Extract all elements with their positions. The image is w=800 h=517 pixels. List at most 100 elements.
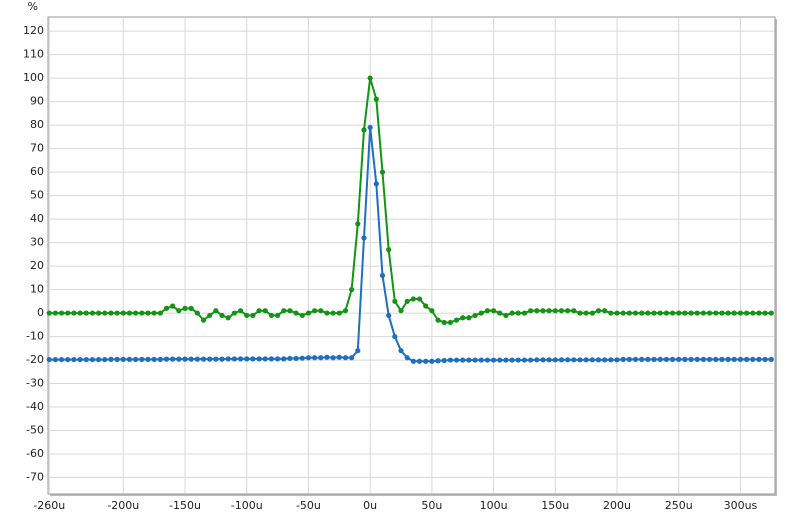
x-tick-label: 300us — [724, 499, 758, 512]
data-point — [200, 356, 207, 362]
data-point — [731, 356, 737, 362]
data-point — [534, 357, 540, 363]
x-tick-label: -200u — [107, 499, 139, 512]
data-point — [379, 272, 386, 279]
data-point — [595, 308, 602, 314]
data-point — [503, 357, 509, 363]
data-point — [299, 355, 305, 361]
data-point — [305, 355, 312, 361]
data-point — [558, 308, 565, 314]
y-tick-label: -20 — [26, 353, 44, 366]
data-point — [102, 310, 108, 316]
data-point — [503, 312, 509, 319]
data-point — [336, 354, 342, 360]
y-tick-label: -40 — [26, 400, 44, 413]
x-tick-label: 150u — [541, 499, 569, 512]
data-point — [133, 310, 139, 316]
data-point — [268, 356, 275, 362]
data-point — [595, 357, 602, 363]
y-tick-label: 30 — [30, 236, 44, 249]
data-point — [367, 75, 373, 81]
data-point — [237, 308, 244, 314]
data-point — [145, 310, 151, 316]
x-tick-label: -260u — [33, 499, 65, 512]
data-point — [602, 308, 608, 314]
data-point — [676, 356, 682, 362]
data-point — [688, 310, 694, 316]
data-point — [429, 308, 435, 314]
data-point — [305, 310, 312, 316]
data-point — [213, 308, 219, 314]
data-point — [706, 356, 713, 362]
data-point — [58, 356, 65, 363]
y-tick-label: -30 — [26, 377, 44, 390]
x-tick-label: -100u — [231, 499, 263, 512]
data-point — [416, 358, 423, 364]
data-point — [373, 96, 379, 102]
data-point — [126, 356, 133, 362]
data-point — [657, 356, 663, 362]
data-point — [441, 357, 447, 364]
data-point — [639, 310, 645, 316]
data-point — [608, 357, 614, 363]
x-tick-label: 250u — [665, 499, 693, 512]
data-point — [534, 308, 540, 314]
data-point — [682, 356, 688, 362]
data-point — [324, 354, 330, 360]
data-point — [614, 357, 620, 363]
data-point — [478, 357, 484, 363]
data-point — [299, 312, 305, 319]
y-tick-label: 90 — [30, 95, 44, 108]
data-point — [342, 308, 349, 314]
data-point — [108, 356, 114, 362]
series-line — [49, 77, 772, 324]
data-point — [441, 319, 447, 326]
data-point — [497, 310, 503, 316]
data-point — [312, 308, 318, 314]
data-point — [589, 310, 595, 316]
data-point — [466, 357, 472, 363]
data-point — [490, 357, 497, 363]
data-point — [207, 356, 213, 362]
data-point — [565, 357, 571, 363]
data-point — [250, 356, 256, 362]
data-point — [472, 357, 478, 363]
data-point — [318, 308, 324, 314]
data-point — [114, 356, 120, 362]
data-point — [509, 310, 515, 316]
data-point — [750, 356, 756, 362]
data-point — [188, 305, 194, 311]
data-point — [632, 356, 639, 362]
data-point — [219, 356, 225, 362]
data-point — [639, 356, 645, 362]
data-point — [139, 310, 145, 316]
data-point — [528, 308, 534, 314]
data-point — [435, 317, 441, 323]
data-point — [435, 358, 441, 364]
y-tick-label: 50 — [30, 189, 44, 202]
data-point — [330, 355, 336, 361]
data-point — [71, 310, 77, 316]
y-tick-label: 10 — [30, 283, 44, 296]
data-point — [361, 235, 367, 241]
x-tick-label: -150u — [169, 499, 201, 512]
data-point — [768, 310, 774, 316]
y-tick-label: 40 — [30, 212, 44, 225]
data-point — [367, 124, 373, 131]
data-point — [274, 356, 281, 362]
data-point — [244, 356, 250, 362]
data-point — [713, 356, 719, 362]
data-point — [120, 310, 126, 316]
data-point — [231, 356, 237, 362]
x-tick-label: 50u — [421, 499, 442, 512]
data-point — [706, 310, 713, 316]
data-point — [546, 308, 552, 314]
y-tick-label: 20 — [30, 259, 44, 272]
data-point — [151, 310, 157, 316]
data-point — [583, 357, 589, 363]
data-point — [645, 356, 651, 362]
plot-area — [47, 16, 776, 495]
data-point — [410, 358, 416, 364]
data-point — [669, 310, 676, 316]
data-point — [626, 356, 632, 362]
